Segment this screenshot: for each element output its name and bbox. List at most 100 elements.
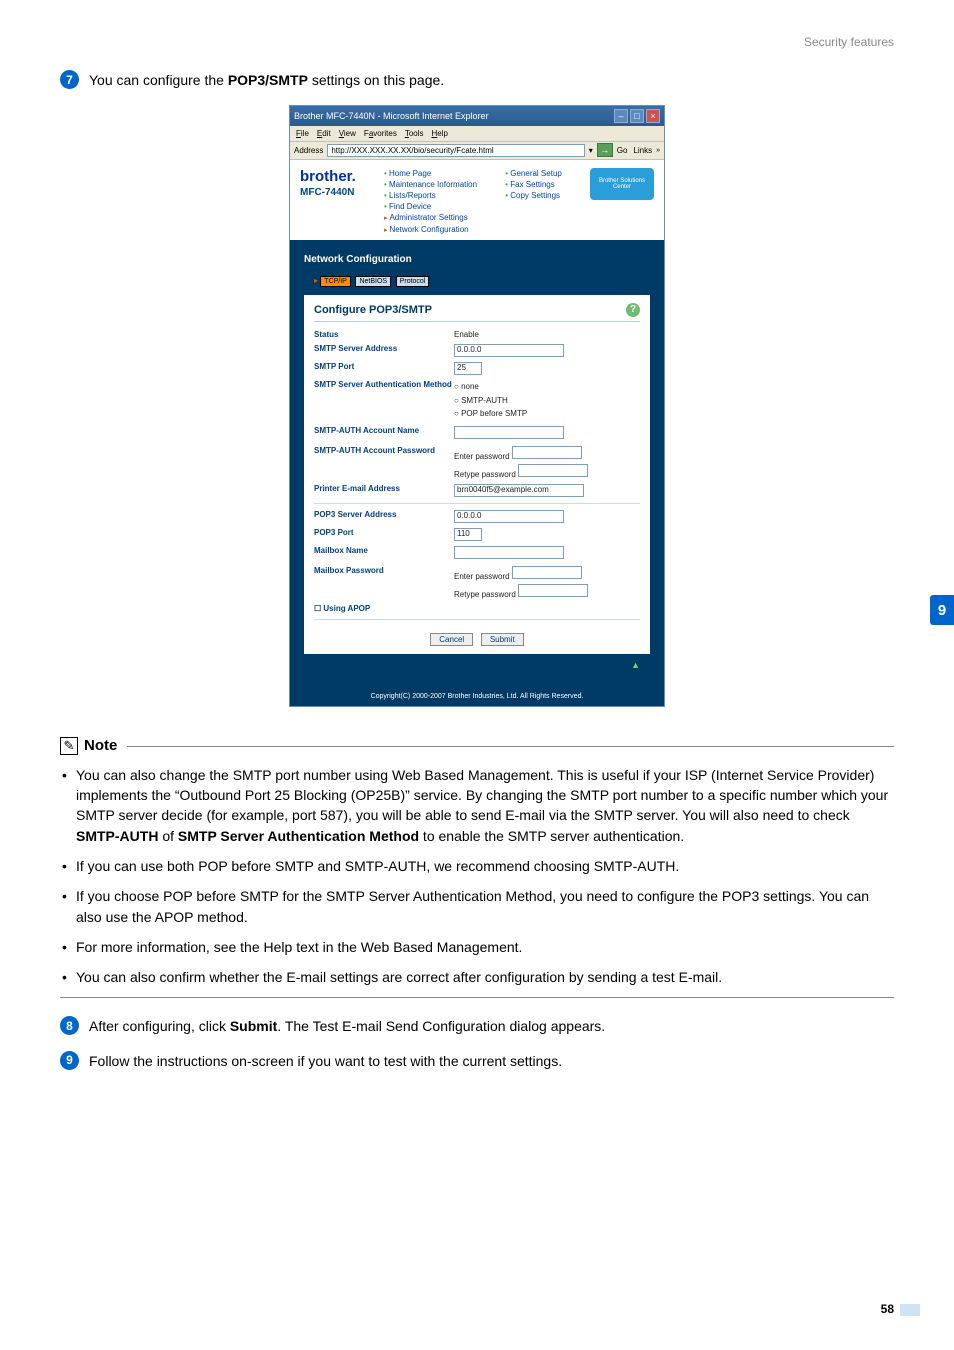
lbl-pwd: SMTP-AUTH Account Password — [314, 446, 454, 455]
step-9: 9 Follow the instructions on-screen if y… — [60, 1051, 894, 1072]
close-icon[interactable]: × — [646, 109, 660, 123]
input-mbox[interactable] — [454, 546, 564, 559]
input-pemail[interactable]: brn0040f5@example.com — [454, 484, 584, 497]
input-pwd2[interactable] — [518, 464, 588, 477]
ie-addressbar: Address http://XXX.XXX.XX.XX/bio/securit… — [290, 142, 664, 160]
input-acct[interactable] — [454, 426, 564, 439]
note-item-3: If you choose POP before SMTP for the SM… — [60, 886, 894, 927]
ie-window-controls: – □ × — [614, 109, 660, 123]
max-icon[interactable]: □ — [630, 109, 644, 123]
lnk-gen[interactable]: General Setup — [505, 168, 562, 179]
lbl-status: Status — [314, 330, 454, 339]
cancel-button[interactable]: Cancel — [430, 633, 473, 646]
wbm-panel: Configure POP3/SMTP ? StatusEnable SMTP … — [304, 295, 650, 654]
step-8-text: After configuring, click Submit. The Tes… — [89, 1016, 605, 1037]
addr-links[interactable]: Links — [633, 146, 652, 155]
step-badge-7: 7 — [60, 70, 79, 89]
lbl-apop[interactable]: Using APOP — [323, 604, 370, 613]
radio-none[interactable]: none — [454, 380, 640, 394]
val-status: Enable — [454, 330, 640, 339]
lbl-popport: POP3 Port — [314, 528, 454, 537]
wbm-body: Network Configuration ▸ TCP/IP NetBIOS P… — [290, 240, 664, 687]
menu-fav[interactable]: Favorites — [364, 129, 397, 138]
input-mboxpw1[interactable] — [512, 566, 582, 579]
lnk-copy[interactable]: Copy Settings — [505, 190, 562, 201]
menu-view[interactable]: View — [339, 129, 356, 138]
pwd-h2: Retype password — [454, 470, 516, 479]
btn-row: Cancel Submit — [314, 630, 640, 646]
help-icon[interactable]: ? — [626, 303, 640, 317]
note-item-5: You can also confirm whether the E-mail … — [60, 967, 894, 987]
wbm-header: brother. MFC-7440N Home Page Maintenance… — [290, 160, 664, 240]
lnk-netcfg[interactable]: Network Configuration — [384, 224, 477, 236]
menu-edit[interactable]: Edit — [317, 129, 331, 138]
page-number: 58 — [881, 1302, 894, 1316]
note-item-1: You can also change the SMTP port number… — [60, 765, 894, 846]
tab-tcpip[interactable]: TCP/IP — [320, 276, 351, 287]
lbl-mboxpw: Mailbox Password — [314, 566, 454, 575]
note-bottom-rule — [60, 997, 894, 998]
lbl-acct: SMTP-AUTH Account Name — [314, 426, 454, 435]
header-security: Security features — [804, 35, 894, 49]
radio-smtpauth[interactable]: SMTP-AUTH — [454, 394, 640, 408]
lnk-lists[interactable]: Lists/Reports — [384, 190, 477, 201]
go-button[interactable]: → — [597, 143, 613, 157]
lnk-find[interactable]: Find Device — [384, 201, 477, 212]
note-title: Note — [84, 737, 117, 754]
step8-bold: Submit — [230, 1018, 277, 1034]
hr — [314, 503, 640, 504]
hr2 — [314, 619, 640, 620]
input-popport[interactable]: 110 — [454, 528, 482, 541]
menu-help[interactable]: Help — [432, 129, 448, 138]
lnk-maint[interactable]: Maintenance Information — [384, 179, 477, 190]
note-icon: ✎ — [60, 737, 78, 755]
input-mboxpw2[interactable] — [518, 584, 588, 597]
input-popaddr[interactable]: 0.0.0.0 — [454, 510, 564, 523]
wbm-rightlinks: General Setup Fax Settings Copy Settings — [505, 168, 562, 202]
note-rule — [127, 746, 894, 747]
note-item-4: For more information, see the Help text … — [60, 937, 894, 957]
nc-tabs: ▸ TCP/IP NetBIOS Protocol — [304, 271, 650, 287]
lnk-home[interactable]: Home Page — [384, 168, 477, 179]
step7-post: settings on this page. — [308, 72, 444, 88]
addr-input[interactable]: http://XXX.XXX.XX.XX/bio/security/Fcate.… — [327, 144, 584, 157]
addr-label: Address — [294, 146, 323, 155]
chapter-tab: 9 — [930, 595, 954, 625]
panel-title: Configure POP3/SMTP ? — [314, 303, 640, 322]
lbl-auth: SMTP Server Authentication Method — [314, 380, 454, 389]
wbm-model: MFC-7440N — [300, 187, 356, 198]
up-arrow[interactable]: ▲ — [304, 654, 650, 677]
lnk-admin[interactable]: Administrator Settings — [384, 212, 477, 224]
input-pwd1[interactable] — [512, 446, 582, 459]
menu-tools[interactable]: Tools — [405, 129, 424, 138]
screenshot-wrap: Brother MFC-7440N - Microsoft Internet E… — [60, 105, 894, 707]
tab-netbios[interactable]: NetBIOS — [355, 276, 391, 287]
wbm-footer: Copyright(C) 2000-2007 Brother Industrie… — [290, 687, 664, 706]
note-list: You can also change the SMTP port number… — [60, 765, 894, 988]
input-smtp-port[interactable]: 25 — [454, 362, 482, 375]
note1-bold1: SMTP-AUTH — [76, 828, 158, 844]
ie-menubar: File Edit View Favorites Tools Help — [290, 126, 664, 142]
submit-button[interactable]: Submit — [481, 633, 524, 646]
step-7: 7 You can configure the POP3/SMTP settin… — [60, 70, 894, 91]
pwd-h1: Enter password — [454, 452, 510, 461]
radio-popbefore[interactable]: POP before SMTP — [454, 407, 640, 421]
lnk-fax[interactable]: Fax Settings — [505, 179, 562, 190]
solutions-badge[interactable]: Brother Solutions Center — [590, 168, 654, 200]
step8-post: . The Test E-mail Send Configuration dia… — [277, 1018, 605, 1034]
min-icon[interactable]: – — [614, 109, 628, 123]
note-item-2: If you can use both POP before SMTP and … — [60, 856, 894, 876]
step-badge-9: 9 — [60, 1051, 79, 1070]
panel-title-text: Configure POP3/SMTP — [314, 304, 432, 316]
mboxpw-h1: Enter password — [454, 572, 510, 581]
lbl-smtp-addr: SMTP Server Address — [314, 344, 454, 353]
ie-title: Brother MFC-7440N - Microsoft Internet E… — [294, 111, 489, 121]
step7-pre: You can configure the — [89, 72, 228, 88]
pagenum-bar — [900, 1304, 920, 1316]
tab-protocol[interactable]: Protocol — [396, 276, 430, 287]
addr-go: Go — [617, 146, 628, 155]
menu-file[interactable]: File — [296, 129, 309, 138]
input-smtp-addr[interactable]: 0.0.0.0 — [454, 344, 564, 357]
step8-pre: After configuring, click — [89, 1018, 230, 1034]
ie-window: Brother MFC-7440N - Microsoft Internet E… — [289, 105, 665, 707]
